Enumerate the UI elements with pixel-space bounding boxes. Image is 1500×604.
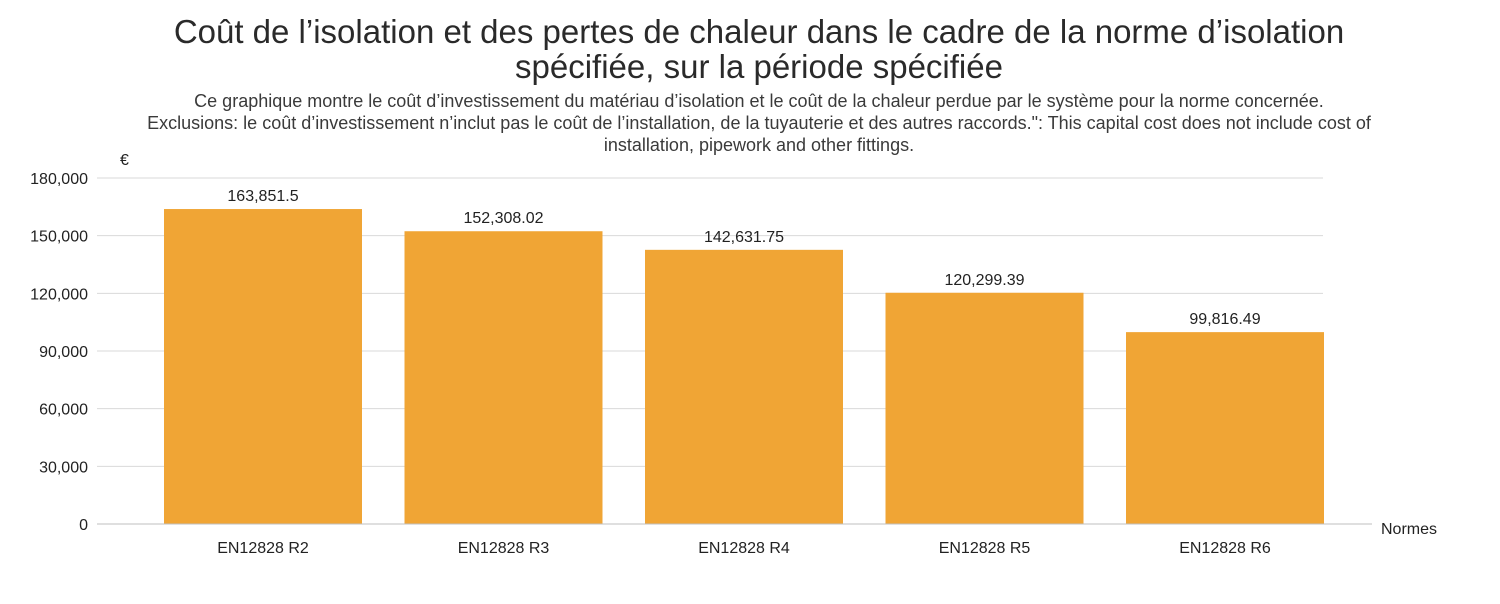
y-tick-label: 0 (79, 517, 88, 534)
bars (164, 209, 1324, 524)
chart-subtitle-line-2: Exclusions: le coût d’investissement n’i… (147, 113, 1371, 133)
y-axis-ticks: 0 30,000 60,000 90,000 120,000 150,000 180,000 (30, 171, 88, 534)
x-tick-label: EN12828 R6 (1179, 540, 1271, 557)
y-tick-label: 60,000 (39, 402, 88, 419)
chart-title-line-2: spécifiée, sur la période spécifiée (515, 48, 1003, 85)
y-tick-label: 120,000 (30, 286, 88, 303)
data-labels: 163,851.5 152,308.02 142,631.75 120,299.39 9… (227, 188, 1260, 328)
x-axis-ticks: EN12828 R2 EN12828 R3 EN12828 R4 EN12828 R5… (217, 540, 1271, 557)
x-tick-label: EN12828 R4 (698, 540, 790, 557)
bar (404, 231, 603, 524)
x-tick-label: EN12828 R5 (939, 540, 1031, 557)
y-tick-label: 150,000 (30, 229, 88, 246)
data-label: 163,851.5 (227, 188, 298, 205)
data-label: 120,299.39 (944, 272, 1024, 289)
y-tick-label: 180,000 (30, 171, 88, 188)
chart-subtitle-line-3: installation, pipework and other fitting… (603, 135, 915, 155)
chart-subtitle-line-1: Ce graphique montre le coût d’investisse… (194, 91, 1324, 111)
bar (164, 209, 362, 524)
bar (645, 249, 843, 524)
x-tick-label: EN12828 R2 (217, 540, 309, 557)
y-tick-label: 90,000 (39, 344, 88, 361)
x-tick-label: EN12828 R3 (458, 540, 550, 557)
bar (885, 292, 1084, 524)
data-label: 152,308.02 (463, 210, 543, 227)
x-axis-title: Normes (1381, 521, 1437, 538)
chart-subtitle: Ce graphique montre le coût d’investisse… (0, 90, 1500, 156)
bar (1126, 332, 1324, 524)
chart-title: Coût de l’isolation et des pertes de cha… (0, 14, 1500, 84)
data-label: 99,816.49 (1189, 311, 1260, 328)
data-label: 142,631.75 (704, 229, 784, 246)
chart-title-line-1: Coût de l’isolation et des pertes de cha… (173, 13, 1345, 50)
y-tick-label: 30,000 (39, 459, 88, 476)
y-axis-title: € (120, 152, 129, 169)
